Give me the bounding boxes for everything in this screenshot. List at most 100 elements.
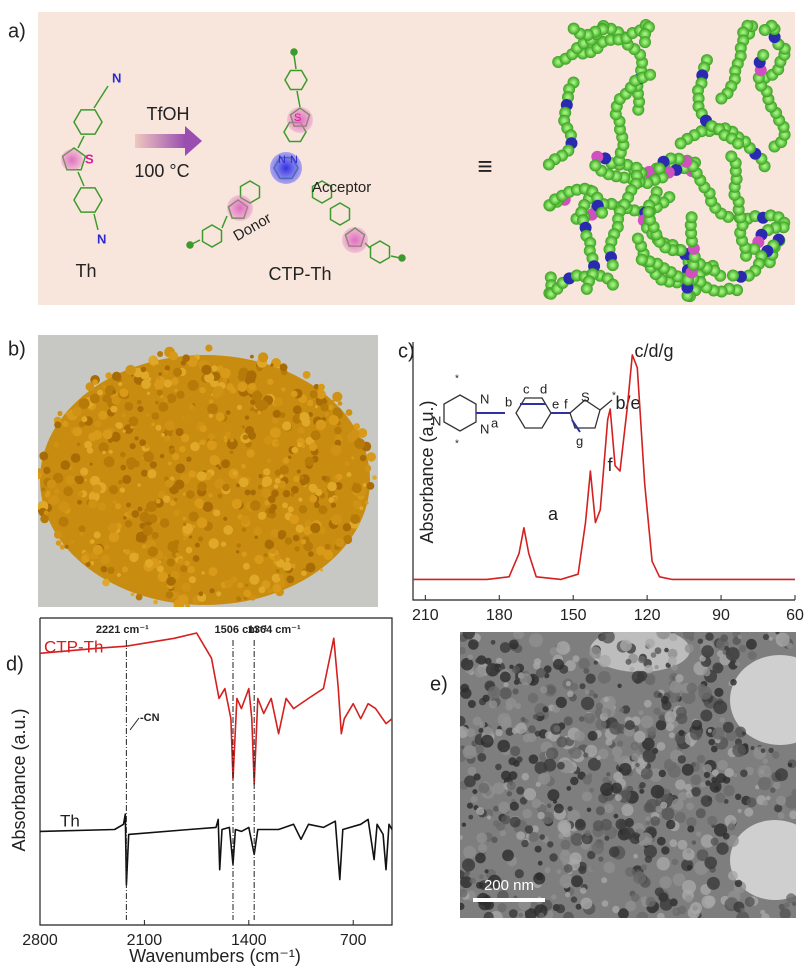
- particle: [513, 632, 524, 640]
- bright-region: [590, 632, 690, 672]
- particle: [490, 639, 496, 645]
- particle: [466, 728, 476, 738]
- particle: [669, 680, 683, 694]
- end-group: [290, 48, 298, 56]
- powder-grain: [318, 383, 325, 391]
- particle: [463, 845, 476, 859]
- powder-grain: [59, 544, 65, 550]
- particle: [636, 911, 649, 918]
- powder-grain: [212, 390, 221, 399]
- powder-grain: [253, 527, 262, 536]
- particle: [582, 836, 590, 844]
- particle: [775, 768, 788, 782]
- particle: [505, 727, 514, 736]
- particle: [638, 655, 646, 664]
- particle: [505, 697, 517, 709]
- particle: [580, 887, 587, 894]
- particle: [722, 832, 730, 840]
- particle: [615, 794, 622, 802]
- particle: [602, 776, 610, 784]
- powder-grain: [194, 542, 200, 548]
- particle: [733, 773, 738, 778]
- particle: [582, 775, 593, 785]
- particle: [533, 662, 541, 670]
- powder-grain: [218, 466, 222, 470]
- powder-grain: [142, 544, 147, 549]
- powder-grain: [297, 442, 302, 448]
- powder-grain: [101, 447, 105, 451]
- peak-label: a: [548, 504, 559, 524]
- particle: [643, 844, 658, 859]
- structure-label: e: [552, 396, 559, 411]
- powder-grain: [52, 472, 64, 484]
- powder-grain: [295, 524, 304, 533]
- particle: [659, 714, 666, 722]
- powder-grain: [304, 456, 315, 467]
- powder-grain: [223, 435, 228, 440]
- particle: [501, 716, 512, 727]
- powder-grain: [236, 543, 241, 548]
- powder-grain: [168, 447, 176, 455]
- powder-grain: [90, 561, 95, 566]
- particle: [665, 722, 675, 732]
- particle: [543, 665, 552, 674]
- particle: [709, 780, 722, 793]
- particle: [593, 693, 598, 699]
- particle: [528, 633, 543, 648]
- structure-label: a: [491, 415, 499, 430]
- particle: [467, 654, 474, 661]
- powder-grain: [244, 415, 250, 420]
- particle: [460, 870, 465, 879]
- axis-frame: [412, 342, 795, 601]
- powder-grain: [196, 517, 208, 529]
- particle: [787, 762, 793, 768]
- powder-grain: [102, 429, 113, 440]
- powder-grain: [199, 425, 207, 433]
- particle: [460, 715, 466, 727]
- powder-grain: [287, 506, 294, 513]
- structure-label: *: [455, 439, 459, 450]
- particle: [770, 787, 776, 793]
- powder-grain: [129, 443, 136, 450]
- particle: [656, 632, 670, 640]
- bond: [93, 85, 109, 109]
- powder-grain: [230, 576, 238, 583]
- particle: [484, 808, 494, 818]
- powder-grain: [173, 509, 181, 517]
- powder-grain: [223, 516, 228, 521]
- powder-grain: [181, 582, 191, 593]
- powder-grain: [102, 578, 110, 587]
- particle: [779, 908, 791, 918]
- powder-grain: [216, 591, 222, 597]
- particle: [671, 664, 678, 671]
- particle: [495, 728, 503, 737]
- particle: [617, 740, 624, 747]
- powder-grain: [364, 464, 372, 472]
- powder-grain: [121, 566, 129, 573]
- powder-grain: [100, 554, 111, 565]
- particle: [677, 839, 688, 850]
- powder-grain: [173, 591, 180, 599]
- particle: [633, 730, 646, 743]
- powder-grain: [263, 553, 268, 558]
- powder-grain: [258, 586, 266, 594]
- particle: [681, 690, 696, 705]
- particle: [600, 782, 614, 796]
- atom-ball: [642, 205, 655, 218]
- x-tick-label: 210: [412, 607, 439, 624]
- powder-grain: [342, 523, 352, 532]
- particle: [460, 647, 466, 655]
- powder-grain: [89, 393, 100, 404]
- particle: [713, 700, 728, 715]
- structure-label: d: [540, 381, 547, 396]
- particle: [537, 860, 543, 866]
- particle: [535, 781, 541, 787]
- particle: [495, 763, 502, 771]
- particle: [587, 730, 598, 741]
- powder-grain: [137, 405, 144, 413]
- particle: [631, 753, 639, 761]
- particle: [677, 755, 686, 764]
- powder-grain: [220, 368, 231, 379]
- powder-grain: [206, 440, 217, 451]
- marker-label: 1506 cm⁻¹: [215, 624, 268, 636]
